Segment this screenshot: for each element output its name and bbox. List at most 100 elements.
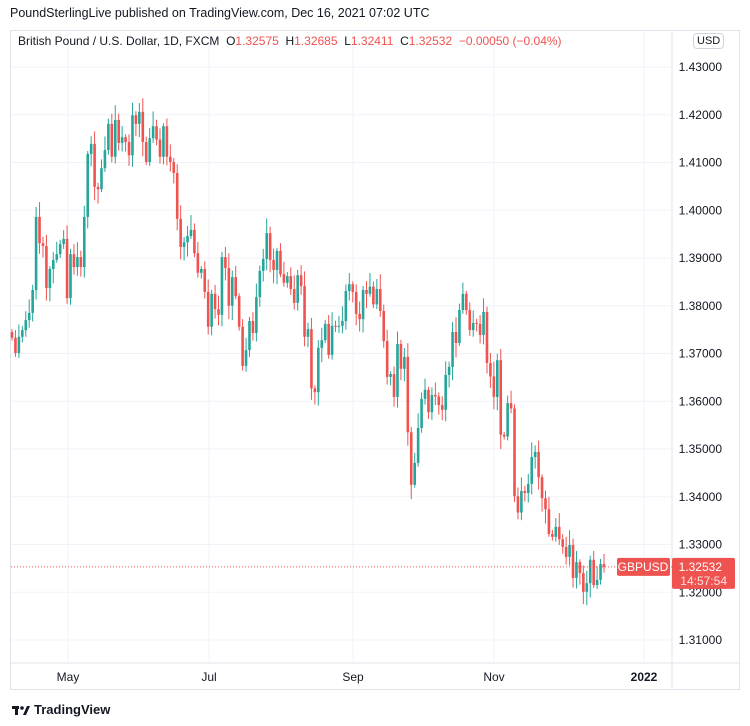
candle-down bbox=[358, 313, 361, 320]
candle-down bbox=[354, 291, 358, 314]
candle-up bbox=[69, 254, 72, 299]
y-tick-label: 1.42000 bbox=[679, 108, 723, 122]
change-value: −0.00050 (−0.04%) bbox=[458, 34, 562, 48]
y-tick-label: 1.43000 bbox=[679, 60, 723, 74]
candle-up bbox=[286, 276, 289, 283]
candle-down bbox=[172, 162, 176, 174]
candle-up bbox=[62, 238, 65, 245]
candle-down bbox=[272, 259, 275, 270]
open-value: 1.32575 bbox=[235, 34, 279, 48]
candle-down bbox=[299, 275, 303, 287]
candle-up bbox=[186, 236, 189, 243]
candle-down bbox=[203, 268, 207, 292]
candle-up bbox=[451, 332, 454, 367]
low-label: L bbox=[344, 34, 351, 48]
candle-up bbox=[21, 330, 24, 337]
symbol-tag-label: GBPUSD bbox=[618, 560, 669, 574]
candle-down bbox=[582, 573, 585, 592]
symbol-title[interactable]: British Pound / U.S. Dollar, 1D, FXCM bbox=[18, 34, 220, 48]
high-label: H bbox=[285, 34, 295, 48]
close-label: C bbox=[400, 34, 409, 48]
candle-down bbox=[513, 408, 516, 497]
candle-up bbox=[423, 389, 427, 399]
candle-down bbox=[117, 120, 120, 143]
close-value: 1.32532 bbox=[408, 34, 453, 48]
y-tick-label: 1.31000 bbox=[679, 633, 723, 647]
candle-down bbox=[179, 218, 182, 248]
candle-down bbox=[351, 284, 355, 292]
y-tick-label: 1.33000 bbox=[679, 538, 723, 552]
candle-down bbox=[540, 477, 544, 499]
candle-down bbox=[14, 337, 17, 354]
candle-down bbox=[592, 559, 595, 586]
candle-up bbox=[375, 289, 379, 305]
candle-down bbox=[516, 496, 520, 513]
candle-down bbox=[158, 139, 162, 157]
candle-down bbox=[327, 323, 330, 355]
candle-up bbox=[526, 483, 530, 493]
candle-up bbox=[58, 244, 62, 255]
candle-up bbox=[162, 126, 165, 157]
candle-up bbox=[27, 312, 31, 321]
candle-up bbox=[89, 143, 93, 154]
candle-down bbox=[537, 451, 540, 478]
candle-down bbox=[72, 254, 76, 268]
candle-down bbox=[440, 405, 444, 410]
candle-up bbox=[506, 403, 509, 437]
candle-up bbox=[230, 277, 234, 306]
candle-up bbox=[148, 138, 151, 163]
candle-up bbox=[182, 242, 186, 248]
candle-up bbox=[189, 229, 193, 237]
x-tick-label: Nov bbox=[483, 670, 504, 684]
candle-down bbox=[578, 562, 582, 574]
candle-down bbox=[478, 323, 482, 335]
candle-up bbox=[261, 258, 265, 271]
y-tick-label: 1.36000 bbox=[679, 394, 723, 408]
candle-down bbox=[169, 156, 172, 163]
candle-up bbox=[361, 289, 365, 320]
candle-down bbox=[110, 123, 114, 157]
candle-down bbox=[399, 343, 403, 369]
tradingview-logo-icon bbox=[12, 705, 30, 715]
candle-up bbox=[24, 320, 28, 331]
candle-up bbox=[341, 321, 344, 326]
candle-down bbox=[224, 257, 227, 269]
candle-down bbox=[427, 389, 430, 413]
candle-down bbox=[141, 111, 145, 142]
candle-down bbox=[547, 509, 551, 534]
candle-up bbox=[34, 216, 38, 290]
candle-up bbox=[461, 293, 465, 311]
published-caption: PoundSterlingLive published on TradingVi… bbox=[10, 6, 430, 20]
candle-down bbox=[227, 268, 231, 306]
candle-up bbox=[430, 395, 434, 413]
candle-down bbox=[237, 296, 241, 327]
candle-up bbox=[403, 356, 406, 369]
candle-down bbox=[79, 257, 83, 268]
tradingview-logo[interactable]: TradingView bbox=[12, 702, 110, 717]
currency-button[interactable]: USD bbox=[693, 33, 725, 49]
candle-up bbox=[585, 583, 589, 592]
candle-up bbox=[368, 286, 372, 294]
candle-down bbox=[334, 325, 337, 327]
candle-up bbox=[244, 350, 248, 366]
candle-down bbox=[365, 289, 368, 294]
candle-up bbox=[554, 526, 558, 537]
price-tag-value: 1.32532 bbox=[679, 560, 723, 574]
candle-up bbox=[120, 137, 124, 143]
candle-down bbox=[551, 533, 554, 537]
candle-up bbox=[317, 347, 320, 393]
candle-down bbox=[134, 115, 138, 124]
candle-down bbox=[475, 322, 478, 324]
candle-down bbox=[127, 141, 131, 156]
candle-down bbox=[602, 564, 606, 567]
x-tick-label: Sep bbox=[342, 670, 364, 684]
candle-down bbox=[193, 229, 196, 254]
candle-down bbox=[206, 291, 210, 327]
candle-up bbox=[31, 289, 34, 313]
candle-up bbox=[420, 398, 423, 428]
candle-down bbox=[124, 137, 127, 142]
candle-up bbox=[210, 293, 213, 327]
candle-down bbox=[378, 289, 382, 312]
candle-down bbox=[38, 216, 41, 244]
